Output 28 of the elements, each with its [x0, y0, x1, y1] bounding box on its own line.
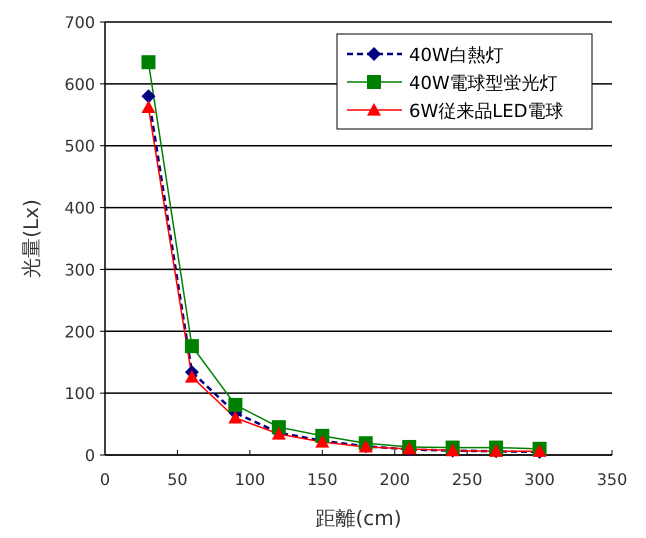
y-tick-label: 500	[64, 136, 95, 156]
point	[184, 339, 199, 354]
x-tick-label: 200	[379, 470, 410, 489]
y-tick-label: 200	[64, 322, 95, 342]
x-tick-label: 50	[167, 470, 188, 489]
point	[228, 410, 242, 424]
y-tick-label: 0	[84, 446, 95, 465]
legend-label: 6W従来品LED電球	[409, 101, 564, 122]
y-tick-label: 300	[64, 260, 95, 280]
point	[184, 370, 199, 383]
y-tick-label: 100	[64, 384, 95, 404]
y-axis-title: 光量(Lx)	[19, 199, 43, 278]
point	[141, 55, 156, 70]
y-tick-label: 400	[64, 198, 95, 218]
y-tick-label: 600	[64, 74, 95, 94]
x-tick-label: 0	[100, 470, 110, 489]
legend-label: 40W電球型蛍光灯	[409, 73, 558, 94]
x-tick-label: 150	[307, 470, 338, 489]
x-axis-title: 距離(cm)	[315, 506, 402, 530]
x-tick-label: 350	[596, 470, 628, 489]
y-tick-label: 700	[64, 13, 95, 32]
x-tick-label: 100	[234, 470, 266, 489]
point	[141, 100, 156, 113]
point	[228, 398, 242, 412]
legend-label: 40W白熱灯	[409, 45, 504, 66]
point	[141, 89, 156, 104]
x-tick-label: 300	[524, 470, 555, 489]
x-tick-label: 250	[452, 470, 482, 489]
